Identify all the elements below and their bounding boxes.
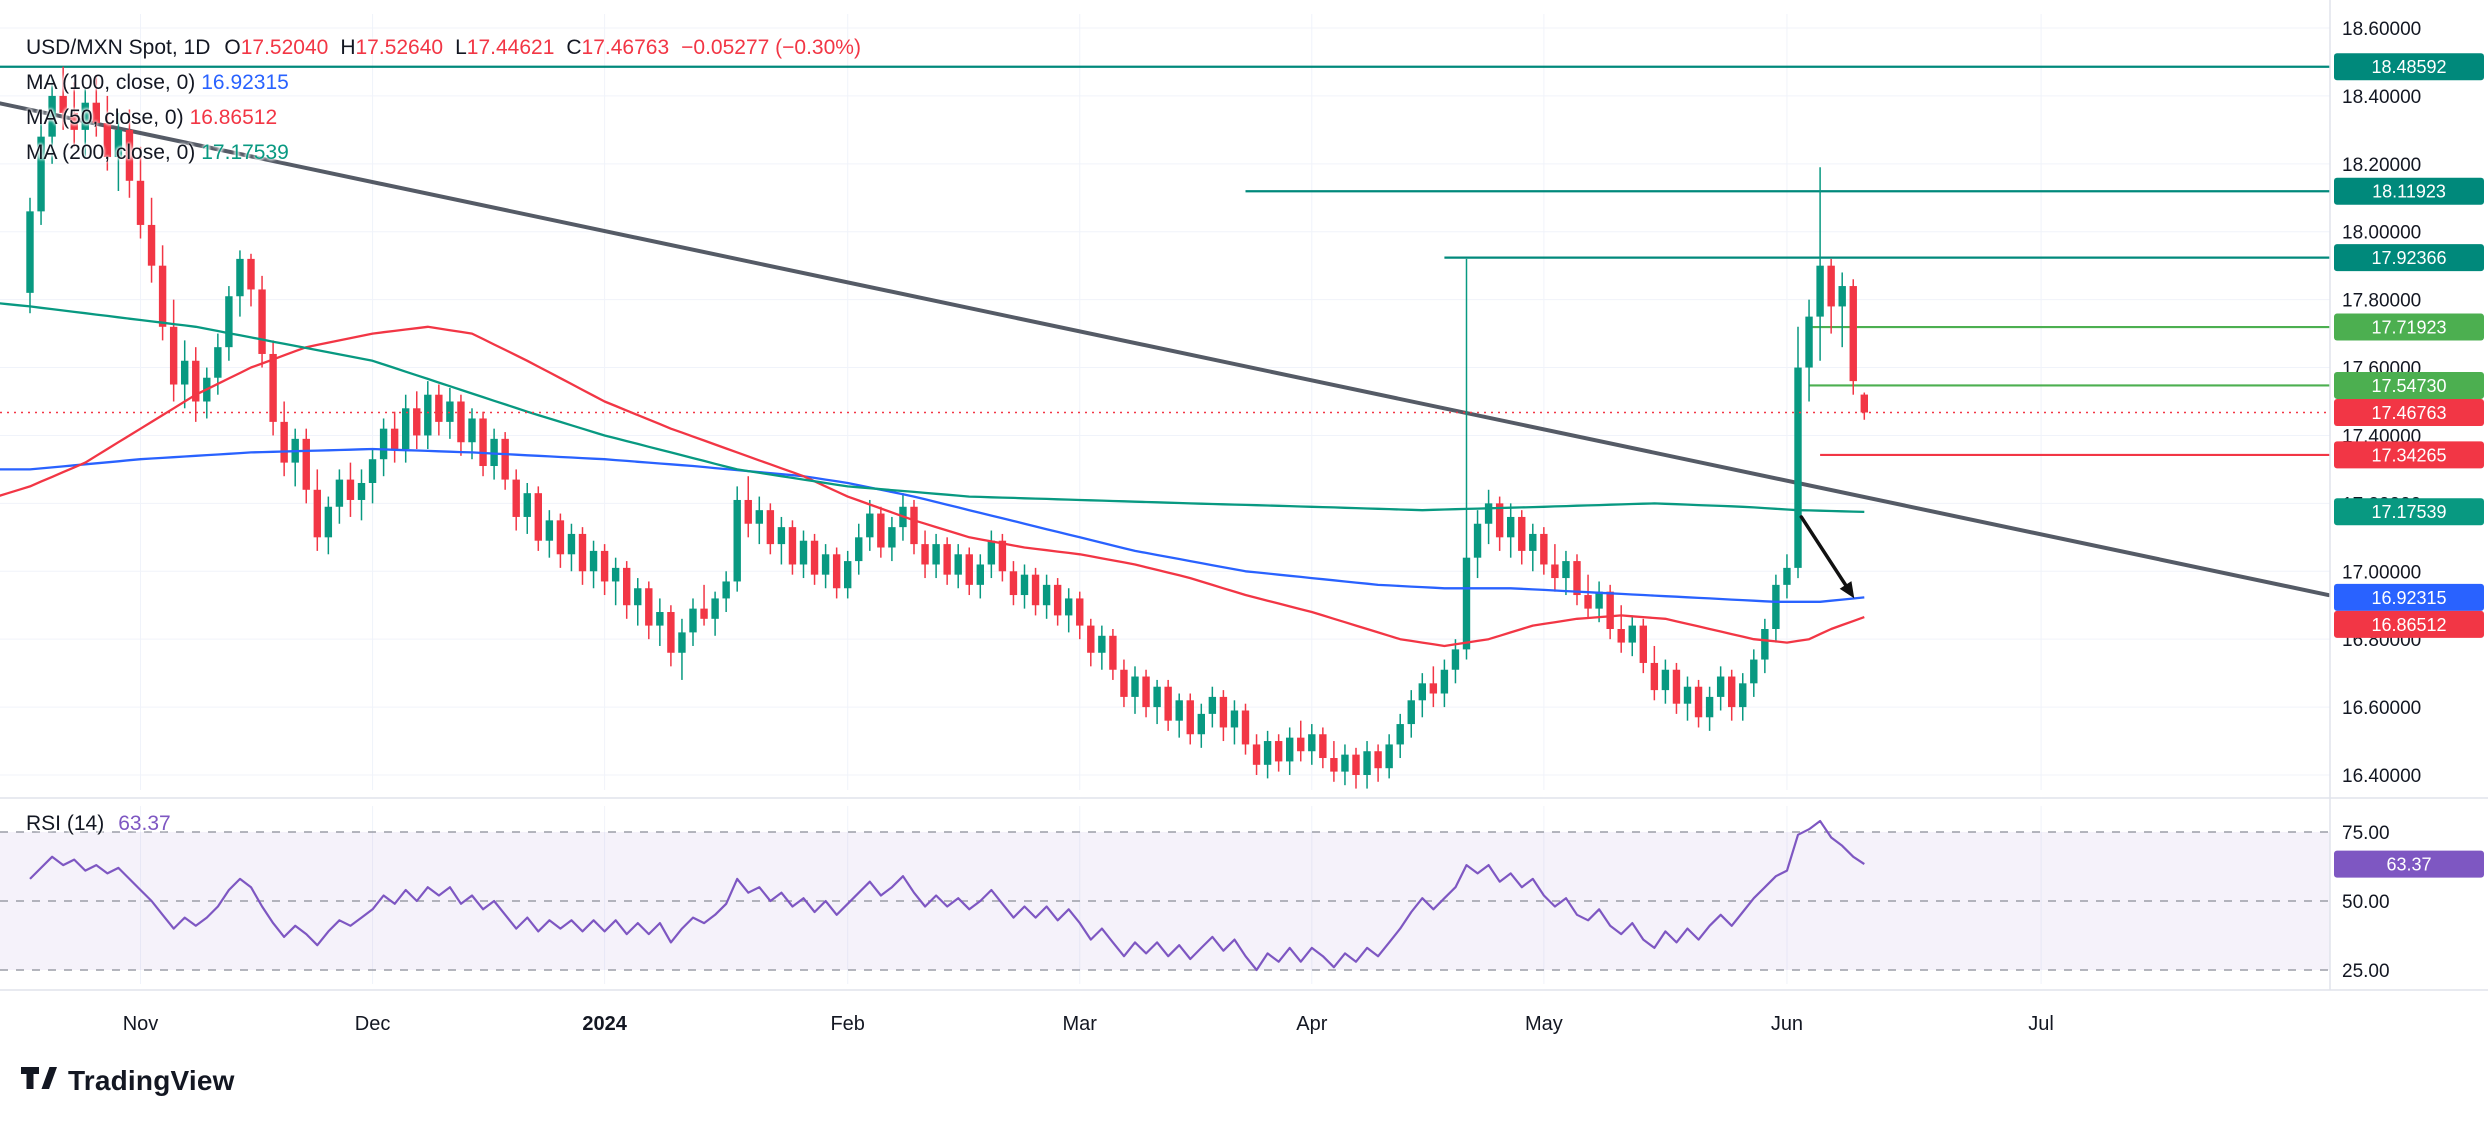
price-axis-badge [2334,610,2484,638]
time-axis-label: 2024 [582,1013,627,1035]
price-axis-badge [2334,244,2484,272]
svg-text:17.54730: 17.54730 [2371,376,2446,396]
tradingview-logo-icon[interactable] [20,1062,58,1099]
moving-average-lines [0,302,1865,648]
rsi-tick-label: 25.00 [2342,961,2390,982]
time-axis-label: Mar [1063,1013,1098,1035]
svg-text:18.11923: 18.11923 [2372,182,2446,202]
time-axis-label: Jun [1771,1013,1803,1035]
price-level-lines [0,65,2330,457]
rsi-tick-label: 50.00 [2342,892,2390,913]
ma-value: 16.86512 [189,105,278,129]
ma-value: 16.92315 [201,70,289,94]
symbol-title: USD/MXN Spot, 1D [26,35,211,59]
brand-name[interactable]: TradingView [68,1064,235,1096]
time-axis-label: Feb [830,1013,864,1035]
price-scale[interactable]: 18.60000 18.40000 18.20000 18.00000 17.80000… [2334,19,2484,982]
svg-text:17.46763: 17.46763 [2371,403,2446,423]
time-axis-label: Nov [123,1013,159,1035]
price-tick-label: 17.80000 [2342,291,2421,312]
ohlc-item: C17.46763 [566,35,670,59]
rsi-value: 63.37 [118,811,171,835]
price-tick-label: 18.00000 [2342,223,2421,244]
svg-text:16.92315: 16.92315 [2371,588,2446,608]
svg-text:17.17539: 17.17539 [2371,502,2446,522]
gridlines [0,14,2330,984]
price-axis-badge [2334,177,2484,205]
ohlc-item: O17.52040 [224,35,329,59]
price-axis-badge [2334,313,2484,341]
time-scale[interactable]: Nov Dec 2024 Feb Mar Apr May Jun Jul [123,1013,2054,1035]
price-tick-label: 16.60000 [2342,698,2421,719]
symbol-ohlc-row[interactable]: USD/MXN Spot, 1D O17.52040 H17.52640 L17.4… [26,30,861,65]
rsi-pane [0,819,2330,972]
svg-text:17.92366: 17.92366 [2371,248,2446,268]
rsi-line [29,819,1865,972]
arrow-annotation[interactable] [1799,515,1855,599]
rsi-axis-badge [2334,850,2484,878]
price-axis-badge [2334,498,2484,526]
ma-50-line [0,325,1865,648]
price-axis-badge [2334,371,2484,399]
candlestick-series [26,66,1868,789]
ma-label: MA (200, close, 0) [26,140,196,164]
ma-100-line [0,447,1865,603]
ma-legend-row[interactable]: MA (200, close, 0) 17.17539 [26,135,861,170]
price-axis-badge [2334,53,2484,81]
svg-text:16.86512: 16.86512 [2371,615,2446,635]
svg-text:17.34265: 17.34265 [2371,445,2446,465]
time-axis-label: May [1525,1013,1563,1035]
svg-text:63.37: 63.37 [2386,855,2431,875]
ohlc-item: L17.44621 [455,35,555,59]
ohlc-item: H17.52640 [340,35,444,59]
price-tick-label: 18.20000 [2342,155,2421,176]
price-tick-label: 18.40000 [2342,87,2421,108]
chart-legend: USD/MXN Spot, 1D O17.52040 H17.52640 L17.4… [26,30,861,170]
price-axis-badge [2334,583,2484,611]
ma-label: MA (100, close, 0) [26,70,196,94]
price-axis-badge [2334,398,2484,426]
ma-value: 17.17539 [201,140,289,164]
pane-separators[interactable] [0,0,2488,991]
rsi-tick-label: 75.00 [2342,823,2390,844]
ma-200-line [0,302,1865,514]
footer: TradingView [20,1062,235,1099]
price-tick-label: 16.40000 [2342,766,2421,787]
descending-trendline[interactable] [0,101,2331,598]
price-axis-badge [2334,441,2484,469]
change-value: −0.05277 (−0.30%) [681,35,861,59]
time-axis-label: Jul [2028,1013,2054,1035]
ma-legend-row[interactable]: MA (50, close, 0) 16.86512 [26,100,861,135]
ohlc-values: O17.52040 H17.52640 L17.44621 C17.46763 [224,36,681,60]
price-tick-label: 18.60000 [2342,19,2421,40]
rsi-title: RSI (14) [26,811,105,835]
svg-text:17.71923: 17.71923 [2371,318,2446,338]
svg-text:18.48592: 18.48592 [2371,57,2446,77]
time-axis-label: Dec [355,1013,391,1035]
ma-legend-row[interactable]: MA (100, close, 0) 16.92315 [26,65,861,100]
price-tick-label: 17.00000 [2342,562,2421,583]
ma-legend-rows: MA (100, close, 0) 16.92315 MA (50, close,… [26,65,861,170]
rsi-legend-row[interactable]: RSI (14) 63.37 [26,806,171,841]
time-axis-label: Apr [1296,1013,1327,1035]
ma-label: MA (50, close, 0) [26,105,184,129]
